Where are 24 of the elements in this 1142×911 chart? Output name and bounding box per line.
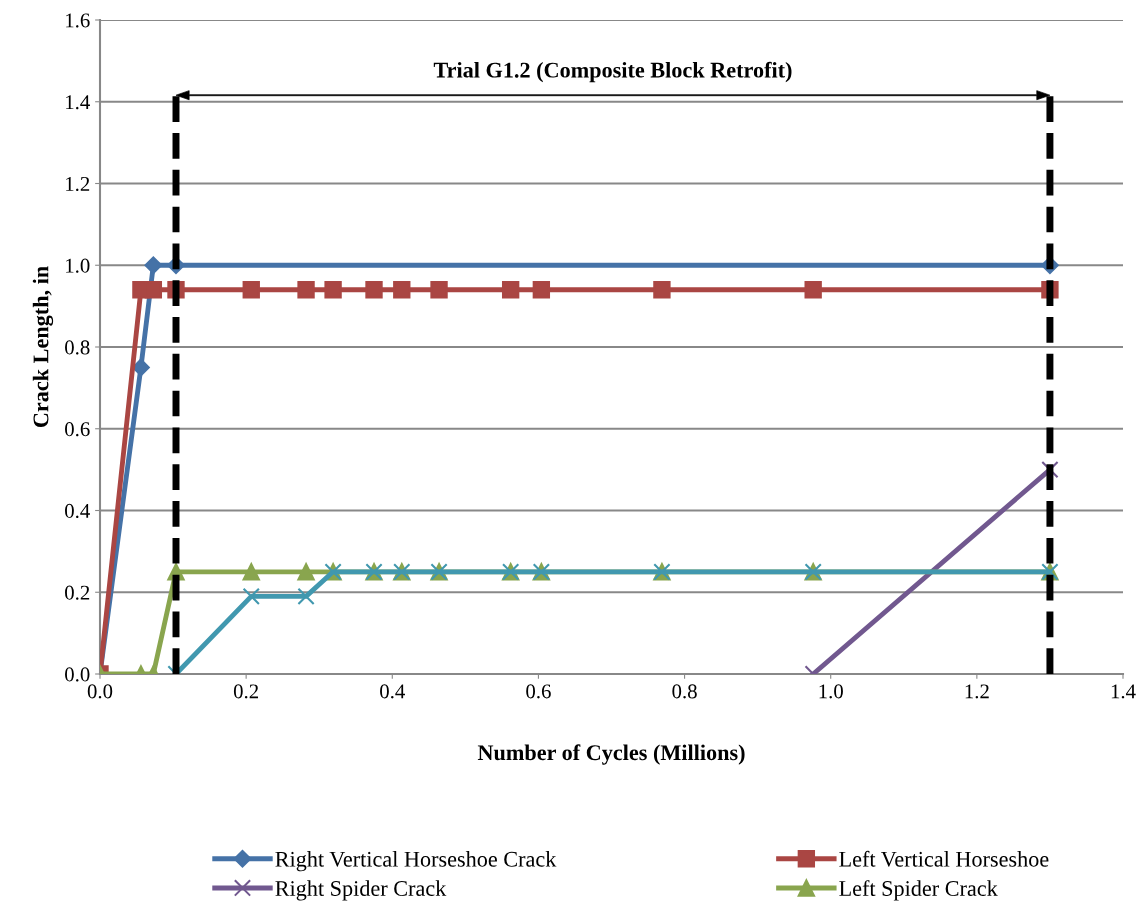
x-tick-label: 0.0: [87, 684, 113, 699]
y-tick-label: 0.0: [65, 667, 90, 682]
y-tick-label: 1.6: [66, 13, 90, 28]
y-tick-label: 1.0: [66, 258, 90, 273]
legend-label: Right Spider Crack: [275, 880, 447, 901]
legend-label: Right Vertical Horseshoe Crack: [275, 851, 557, 872]
y-tick-label: 0.6: [65, 422, 90, 437]
y-tick-label: 0.8: [65, 340, 90, 355]
legend-label: Left Vertical Horseshoe: [839, 850, 1049, 867]
annotation: Trial G1.2 (Composite Block Retrofit): [433, 61, 792, 83]
x-tick-label: 0.2: [233, 684, 259, 699]
x-tick-label: 1.0: [819, 684, 843, 699]
legend-label: Left Spider Crack: [839, 880, 998, 901]
x-tick-label: 0.6: [526, 684, 551, 699]
x-tick-label: 0.8: [672, 684, 697, 699]
x-tick-label: 0.4: [380, 684, 405, 699]
x-axis-title: Number of Cycles (Millions): [477, 744, 745, 765]
y-axis-title: Crack Length, in: [32, 266, 54, 428]
y-tick-label: 0.2: [65, 585, 90, 600]
y-tick-label: 1.2: [66, 176, 90, 192]
x-tick-label: 1.4: [1111, 684, 1136, 699]
y-tick-label: 1.4: [66, 95, 90, 110]
x-tick-label: 1.2: [965, 684, 989, 699]
y-tick-label: 0.4: [65, 503, 90, 519]
